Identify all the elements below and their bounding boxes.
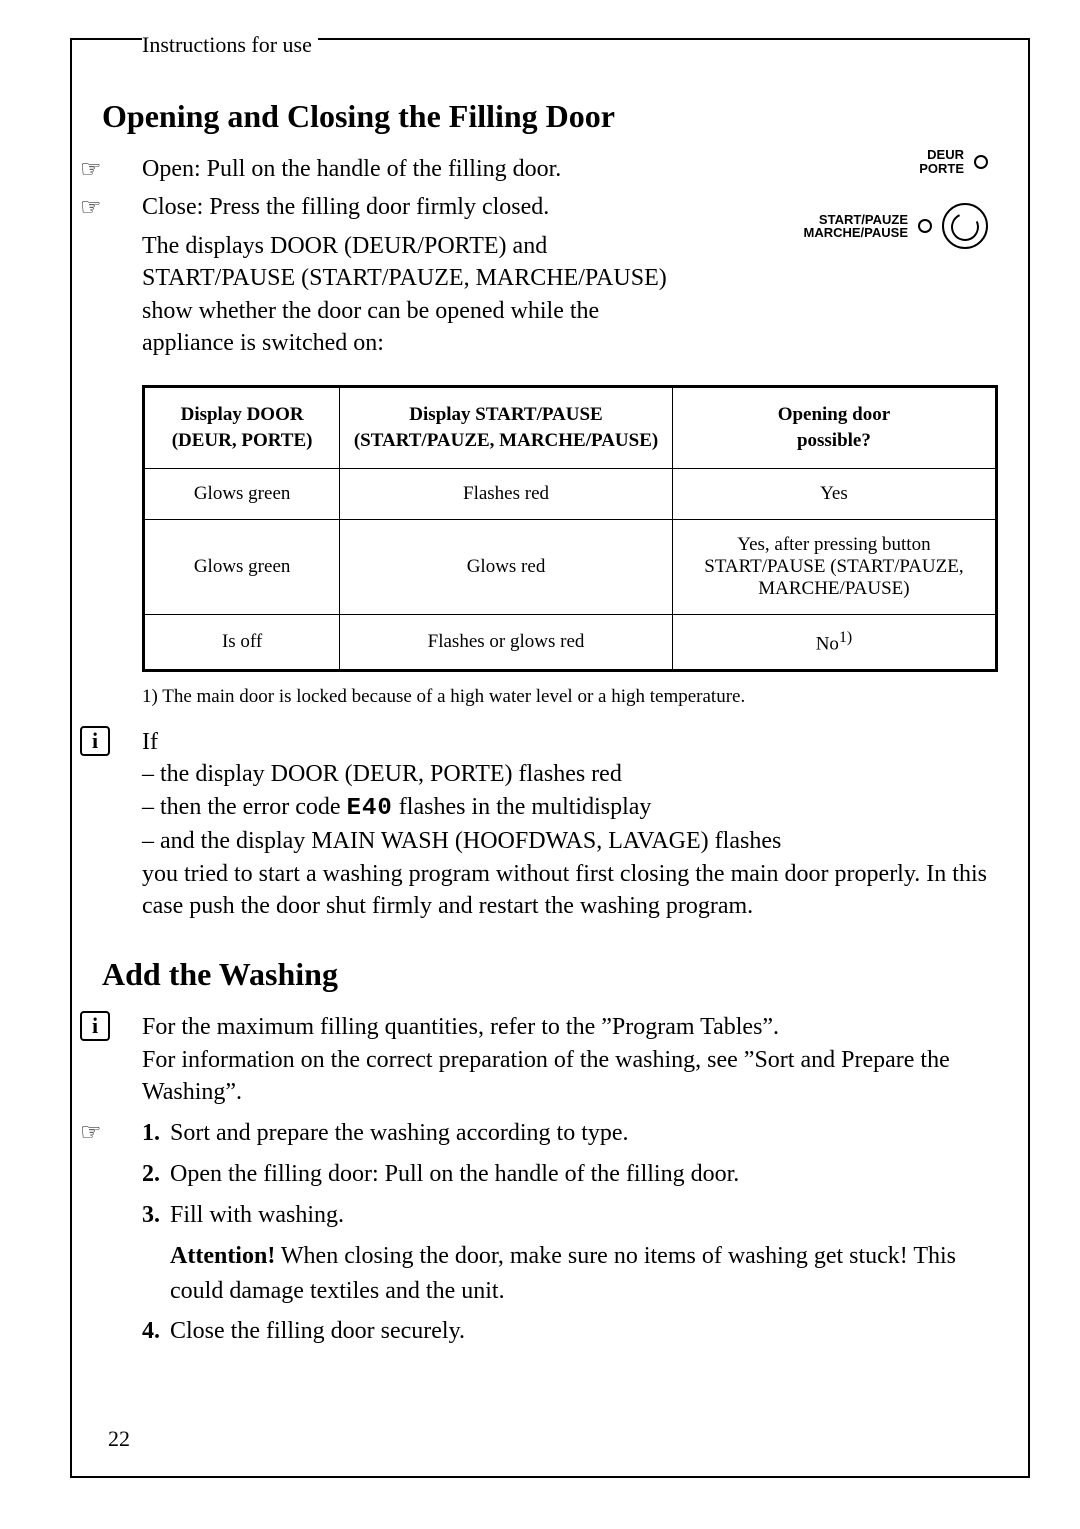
table-cell: Is off	[144, 614, 340, 670]
info2-line2: For information on the correct preparati…	[142, 1044, 998, 1109]
th-text: possible?	[797, 430, 871, 451]
page-frame: Instructions for use Opening and Closing…	[70, 38, 1030, 1478]
heading-opening-closing: Opening and Closing the Filling Door	[102, 98, 998, 135]
heading-add-washing: Add the Washing	[102, 956, 998, 993]
table-cell: Flashes red	[340, 468, 673, 519]
pointing-hand-icon: ☞	[80, 193, 102, 222]
panel-sp-line2: MARCHE/PAUSE	[804, 226, 909, 240]
err-text: – then the error code	[142, 794, 347, 820]
attention-label: Attention!	[170, 1243, 275, 1269]
error-line2: – then the error code E40 flashes in the…	[142, 791, 998, 825]
table-header: Display START/PAUSE (START/PAUZE, MARCHE…	[340, 387, 673, 468]
table-cell: Glows green	[144, 468, 340, 519]
attention-text: When closing the door, make sure no item…	[170, 1243, 956, 1304]
table-cell: No1)	[672, 614, 996, 670]
step-item: Fill with washing. Attention! When closi…	[142, 1198, 998, 1308]
step-item: Open the filling door: Pull on the handl…	[142, 1157, 998, 1192]
steps-list: Sort and prepare the washing according t…	[142, 1116, 998, 1349]
th-text: (DEUR, PORTE)	[172, 430, 313, 451]
info-icon: i	[80, 726, 110, 756]
table-row: Is off Flashes or glows red No1)	[144, 614, 997, 670]
th-text: (START/PAUZE, MARCHE/PAUSE)	[354, 430, 658, 451]
table-cell: Glows green	[144, 519, 340, 614]
running-head: Instructions for use	[142, 32, 318, 58]
table-cell: Glows red	[340, 519, 673, 614]
error-line1: – the display DOOR (DEUR, PORTE) flashes…	[142, 758, 998, 790]
page-number: 22	[108, 1426, 130, 1452]
error-if: If	[142, 726, 998, 758]
th-text: Display START/PAUSE	[409, 404, 602, 425]
pointing-hand-icon: ☞	[80, 1118, 102, 1147]
cell-text: No	[816, 633, 839, 654]
pointing-hand-icon: ☞	[80, 155, 102, 184]
cell-sup: 1)	[839, 629, 852, 646]
step-item: Close the filling door securely.	[142, 1314, 998, 1349]
table-cell: Yes, after pressing button START/PAUSE (…	[672, 519, 996, 614]
door-display-paragraph: The displays DOOR (DEUR/PORTE) and START…	[142, 230, 682, 360]
close-instruction: Close: Press the filling door firmly clo…	[142, 191, 998, 223]
table-header: Display DOOR (DEUR, PORTE)	[144, 387, 340, 468]
table-cell: Flashes or glows red	[340, 614, 673, 670]
step-item: Sort and prepare the washing according t…	[142, 1116, 998, 1151]
error-line3: – and the display MAIN WASH (HOOFDWAS, L…	[142, 825, 998, 857]
th-text: Display DOOR	[181, 404, 304, 425]
open-instruction: Open: Pull on the handle of the filling …	[142, 153, 998, 185]
error-code: E40	[347, 795, 393, 822]
table-cell: Yes	[672, 468, 996, 519]
info2-line1: For the maximum filling quantities, refe…	[142, 1011, 998, 1043]
err-text: flashes in the multidisplay	[393, 794, 652, 820]
door-status-table: Display DOOR (DEUR, PORTE) Display START…	[142, 385, 998, 672]
table-row: Glows green Flashes red Yes	[144, 468, 997, 519]
table-footnote: 1) The main door is locked because of a …	[142, 686, 998, 708]
error-tail: you tried to start a washing program wit…	[142, 858, 998, 923]
table-row: Glows green Glows red Yes, after pressin…	[144, 519, 997, 614]
table-header: Opening door possible?	[672, 387, 996, 468]
step-text: Fill with washing.	[170, 1202, 344, 1228]
th-text: Opening door	[778, 404, 890, 425]
info-icon: i	[80, 1011, 110, 1041]
